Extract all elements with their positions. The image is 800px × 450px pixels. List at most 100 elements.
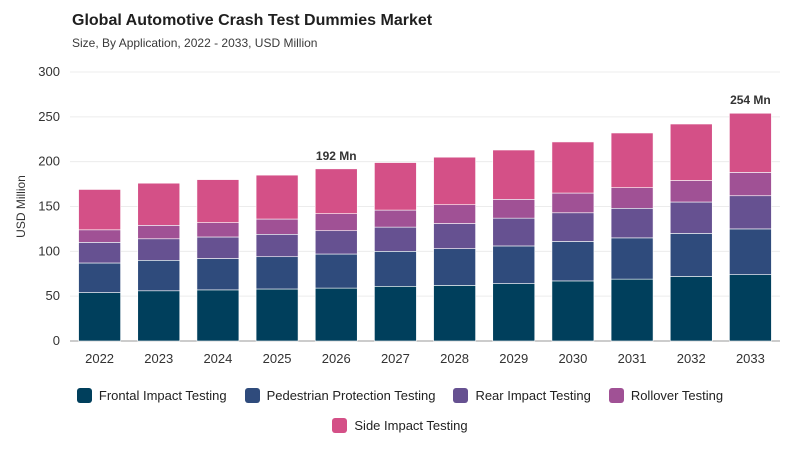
x-tick-label: 2025 [263, 351, 292, 366]
legend-label: Side Impact Testing [354, 417, 468, 433]
y-tick-label: 250 [38, 109, 60, 124]
y-axis-label: USD Million [14, 175, 28, 238]
x-tick-label: 2031 [618, 351, 647, 366]
bar-segment [78, 189, 121, 231]
x-tick-label: 2030 [558, 351, 587, 366]
bar-segment [669, 123, 713, 181]
bar-segment [610, 132, 654, 188]
bar-segment [137, 238, 181, 261]
bar-segment [374, 286, 417, 342]
legend-item: Frontal Impact Testing [76, 387, 227, 403]
y-tick-label: 200 [38, 154, 60, 169]
bar-segment [374, 251, 417, 287]
x-tick-label: 2026 [322, 351, 351, 366]
x-tick-label: 2032 [677, 351, 706, 366]
bar-segment [314, 253, 358, 289]
bar-segment [669, 233, 713, 277]
bar-segment [314, 168, 358, 214]
bar-segment [610, 187, 654, 209]
x-tick-label: 2033 [736, 351, 765, 366]
y-tick-label: 150 [38, 199, 60, 214]
bar-segment [551, 141, 595, 194]
total-value-label: 192 Mn [316, 149, 357, 163]
bar-segment [255, 256, 299, 290]
bar-segment [196, 289, 240, 342]
chart-title: Global Automotive Crash Test Dummies Mar… [72, 12, 433, 29]
bar-segment [255, 218, 299, 235]
bar-segment [314, 230, 358, 255]
x-tick-label: 2022 [85, 351, 114, 366]
bar-segment [551, 192, 595, 214]
bar-segment [729, 195, 772, 230]
bar-segment [78, 242, 121, 264]
bar-segment [669, 201, 713, 234]
bar-segment [137, 259, 181, 292]
bar-segment [669, 276, 713, 342]
total-value-label: 254 Mn [730, 93, 771, 107]
bar-segment [137, 182, 181, 226]
x-tick-label: 2027 [381, 351, 410, 366]
bar-segment [196, 236, 240, 259]
legend-label: Frontal Impact Testing [98, 387, 227, 403]
x-tick-label: 2029 [499, 351, 528, 366]
bar-segment [196, 258, 240, 291]
bar-segment [78, 262, 121, 293]
legend-row: Side Impact Testing [0, 410, 800, 440]
chart-subtitle: Size, By Application, 2022 - 2033, USD M… [72, 36, 318, 50]
bar-segment [551, 241, 595, 282]
bar-segment [255, 288, 299, 342]
bar-segment [433, 156, 476, 206]
bar-segment [374, 226, 417, 252]
bar-segment [551, 212, 595, 242]
bar-segment [374, 162, 417, 211]
bar-segment [729, 274, 772, 342]
legend-item: Rollover Testing [608, 387, 724, 403]
chart-legend: Frontal Impact Testing Pedestrian Protect… [0, 380, 800, 440]
legend-swatch [453, 387, 469, 403]
bar-segment [492, 199, 536, 219]
bar-segment [196, 222, 240, 238]
bar-segment [137, 290, 181, 342]
x-tick-label: 2028 [440, 351, 469, 366]
bar-segment [137, 225, 181, 240]
x-tick-label: 2024 [203, 351, 232, 366]
bar-segment [729, 112, 772, 173]
bar-segment [610, 207, 654, 239]
bar-segment [314, 287, 358, 342]
bar-segment [433, 204, 476, 224]
legend-swatch [608, 387, 624, 403]
bar-segment [492, 245, 536, 284]
y-tick-label: 100 [38, 243, 60, 258]
bar-segment [729, 228, 772, 275]
legend-item: Pedestrian Protection Testing [244, 387, 436, 403]
y-tick-label: 300 [38, 64, 60, 79]
bar-segment [374, 209, 417, 228]
stacked-bar-chart: 0 50 100 150 200 250 300 USD Million 2022 2023 202… [14, 64, 780, 366]
bar-segment [729, 172, 772, 197]
bar-segment [669, 180, 713, 203]
bar-segment [610, 237, 654, 280]
bar-segment [492, 217, 536, 247]
bar-segment [551, 280, 595, 342]
legend-swatch [76, 387, 92, 403]
legend-label: Rear Impact Testing [475, 387, 591, 403]
legend-item: Rear Impact Testing [453, 387, 591, 403]
legend-item: Side Impact Testing [332, 417, 468, 433]
bar-segment [433, 285, 476, 342]
bar-segment [314, 213, 358, 232]
bar-segment [433, 223, 476, 249]
legend-label: Rollover Testing [630, 387, 724, 403]
bar-segment [433, 248, 476, 286]
legend-row: Frontal Impact Testing Pedestrian Protect… [0, 380, 800, 410]
bar-segment [78, 292, 121, 342]
bar-segment [610, 278, 654, 342]
bar-segment [255, 233, 299, 258]
legend-label: Pedestrian Protection Testing [266, 387, 436, 403]
bar-segment [196, 179, 240, 223]
bar-segment [78, 229, 121, 243]
bar-segment [255, 174, 299, 220]
bar-segment [492, 283, 536, 342]
y-tick-label: 50 [46, 288, 60, 303]
legend-swatch [332, 417, 348, 433]
bar-segment [492, 149, 536, 200]
